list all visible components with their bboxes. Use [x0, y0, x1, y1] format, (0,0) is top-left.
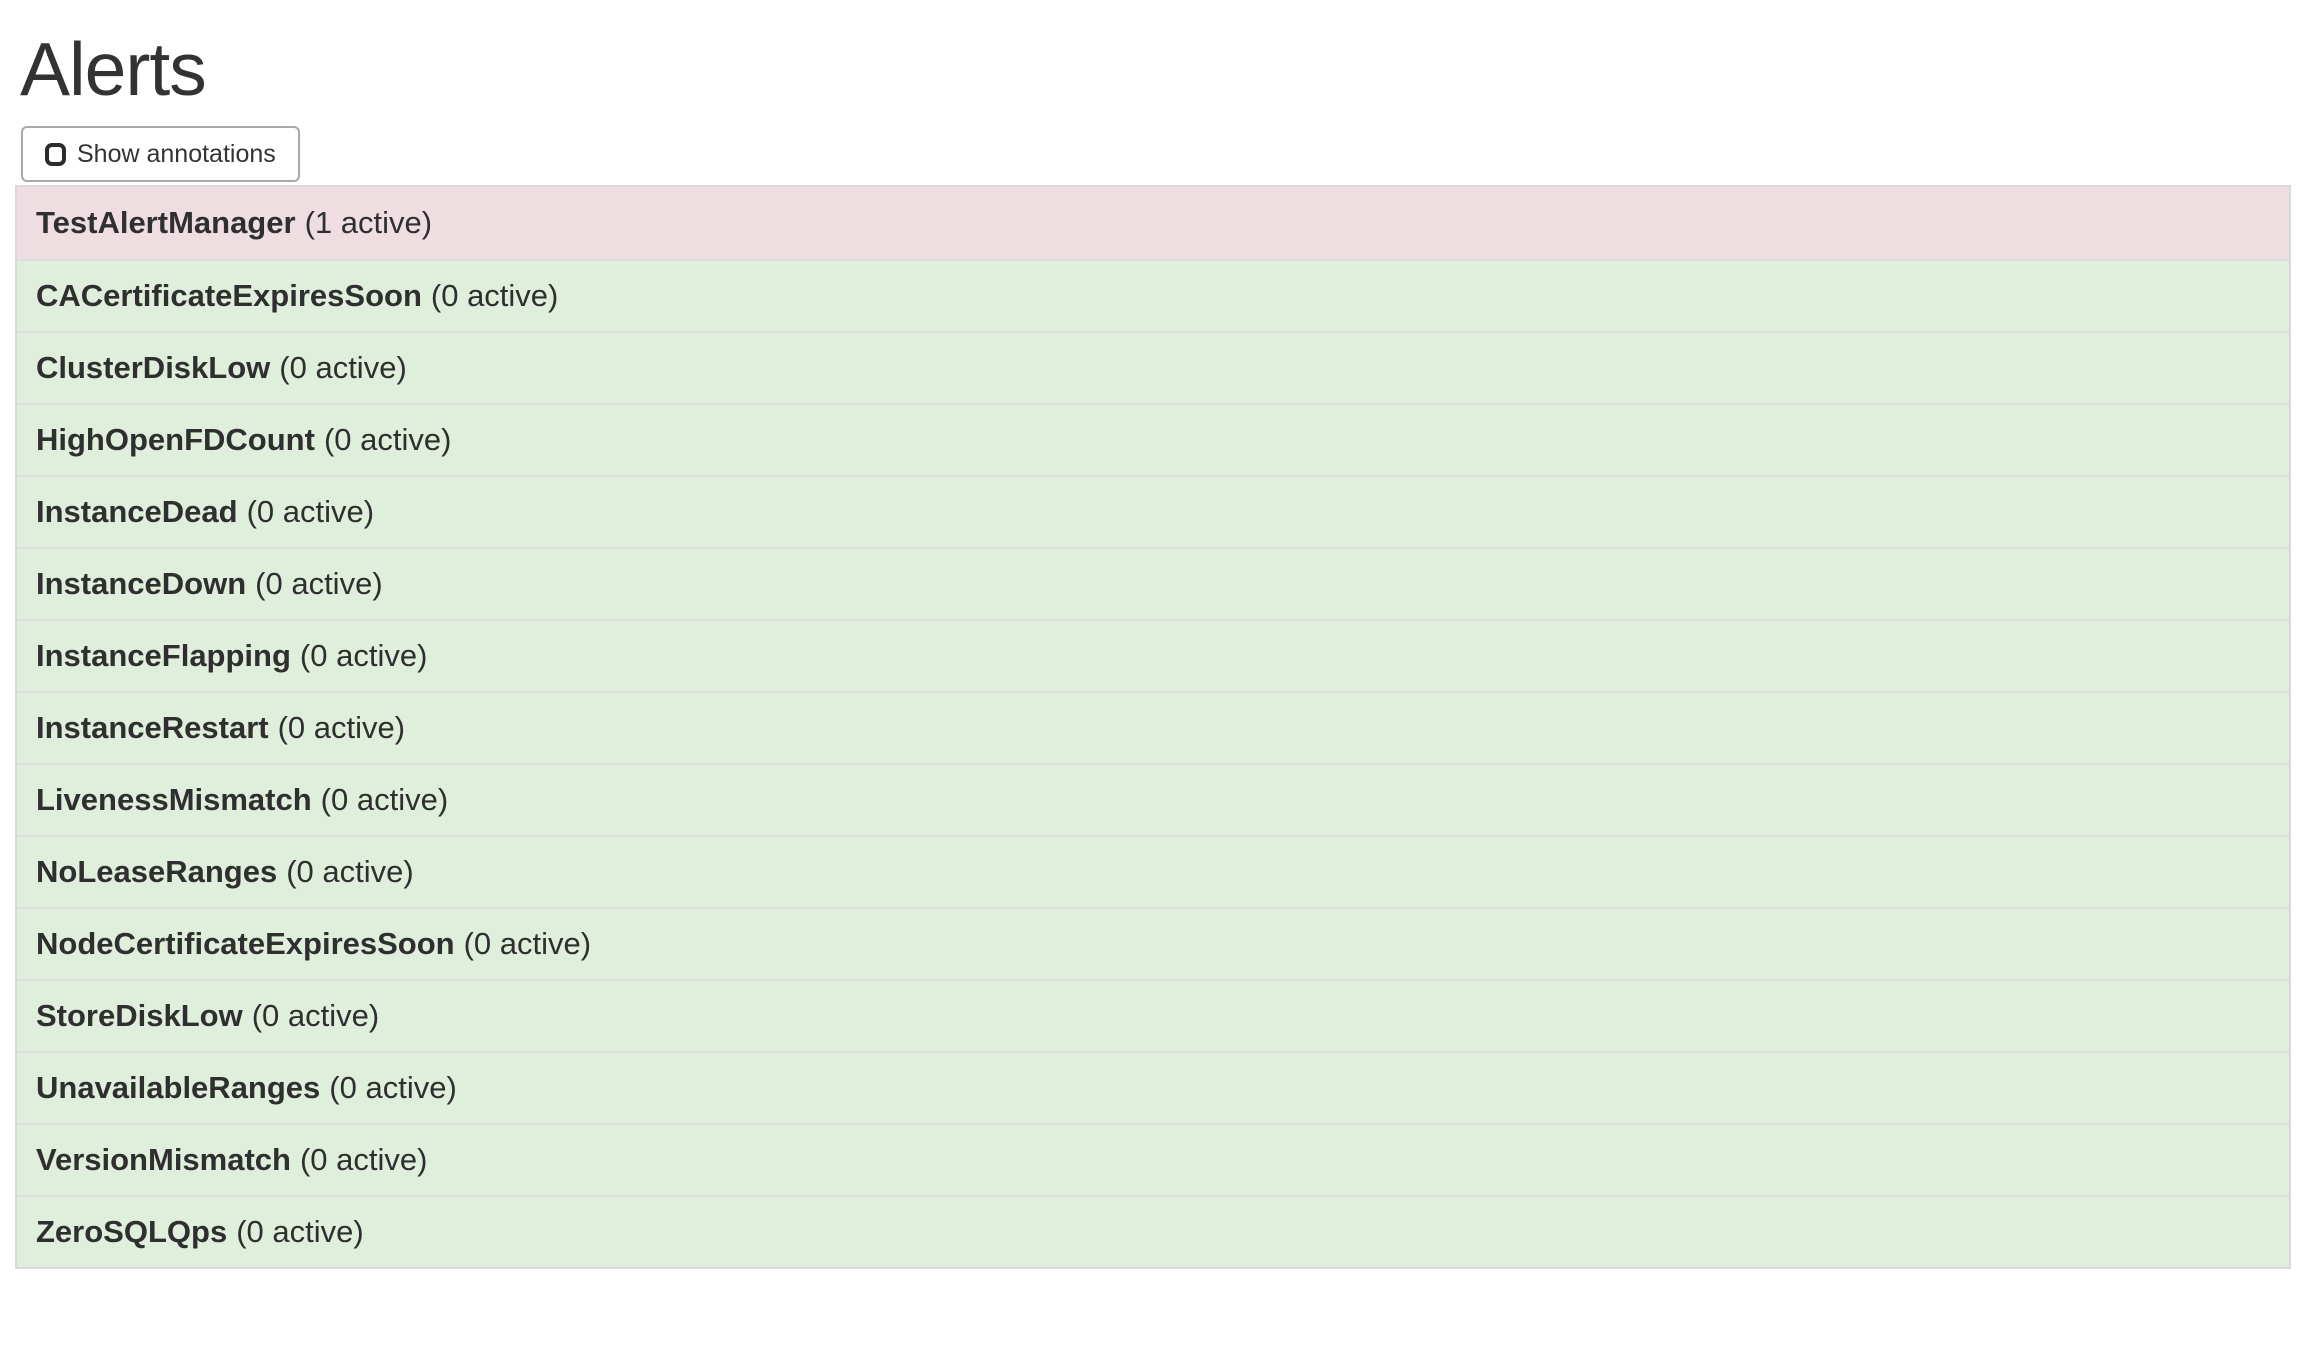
alert-active-count: (0 active) — [320, 782, 449, 818]
alert-name: InstanceFlapping — [36, 638, 291, 674]
alert-name: ClusterDiskLow — [36, 350, 271, 386]
alert-name: VersionMismatch — [36, 1142, 291, 1178]
alert-row[interactable]: NoLeaseRanges (0 active) — [17, 835, 2289, 908]
alert-active-count: (0 active) — [430, 278, 559, 314]
alert-active-count: (0 active) — [251, 998, 380, 1034]
alert-name: InstanceRestart — [36, 710, 269, 746]
alert-active-count: (1 active) — [304, 205, 433, 241]
alerts-list: TestAlertManager (1 active) CACertificat… — [15, 185, 2291, 1270]
show-annotations-button[interactable]: Show annotations — [21, 126, 300, 183]
alert-row[interactable]: VersionMismatch (0 active) — [17, 1123, 2289, 1196]
toolbar: Show annotations — [21, 126, 2312, 183]
alert-row[interactable]: LivenessMismatch (0 active) — [17, 763, 2289, 836]
alert-row[interactable]: HighOpenFDCount (0 active) — [17, 403, 2289, 476]
show-annotations-label: Show annotations — [77, 139, 276, 168]
alert-active-count: (0 active) — [463, 926, 592, 962]
alert-name: TestAlertManager — [36, 205, 296, 241]
alert-active-count: (0 active) — [286, 854, 414, 890]
alert-name: InstanceDown — [36, 566, 247, 602]
alert-row[interactable]: InstanceDead (0 active) — [17, 475, 2289, 548]
alert-active-count: (0 active) — [329, 1070, 457, 1106]
alert-name: ZeroSQLQps — [36, 1214, 228, 1250]
alert-row[interactable]: TestAlertManager (1 active) — [17, 187, 2289, 260]
page-title: Alerts — [20, 27, 207, 111]
alert-row[interactable]: StoreDiskLow (0 active) — [17, 979, 2289, 1052]
alert-name: NodeCertificateExpiresSoon — [36, 926, 455, 962]
alert-name: LivenessMismatch — [36, 782, 312, 818]
alert-row[interactable]: InstanceRestart (0 active) — [17, 691, 2289, 764]
alert-name: InstanceDead — [36, 494, 238, 530]
alert-row[interactable]: InstanceFlapping (0 active) — [17, 619, 2289, 692]
alert-row[interactable]: NodeCertificateExpiresSoon (0 active) — [17, 907, 2289, 980]
alert-name: UnavailableRanges — [36, 1070, 321, 1106]
alert-active-count: (0 active) — [277, 710, 406, 746]
alert-row[interactable]: UnavailableRanges (0 active) — [17, 1051, 2289, 1124]
alert-name: StoreDiskLow — [36, 998, 243, 1034]
alert-name: NoLeaseRanges — [36, 854, 278, 890]
alert-row[interactable]: ClusterDiskLow (0 active) — [17, 331, 2289, 404]
alert-active-count: (0 active) — [323, 422, 452, 458]
alert-row[interactable]: CACertificateExpiresSoon (0 active) — [17, 259, 2289, 332]
alert-active-count: (0 active) — [236, 1214, 364, 1250]
alert-name: HighOpenFDCount — [36, 422, 315, 458]
alert-active-count: (0 active) — [255, 566, 383, 602]
alert-active-count: (0 active) — [299, 1142, 428, 1178]
alert-row[interactable]: InstanceDown (0 active) — [17, 547, 2289, 620]
alert-active-count: (0 active) — [299, 638, 428, 674]
alert-row[interactable]: ZeroSQLQps (0 active) — [17, 1195, 2289, 1268]
alert-active-count: (0 active) — [279, 350, 407, 386]
checkbox-unchecked-icon[interactable] — [45, 142, 66, 166]
alert-active-count: (0 active) — [246, 494, 375, 530]
alert-name: CACertificateExpiresSoon — [36, 278, 422, 314]
